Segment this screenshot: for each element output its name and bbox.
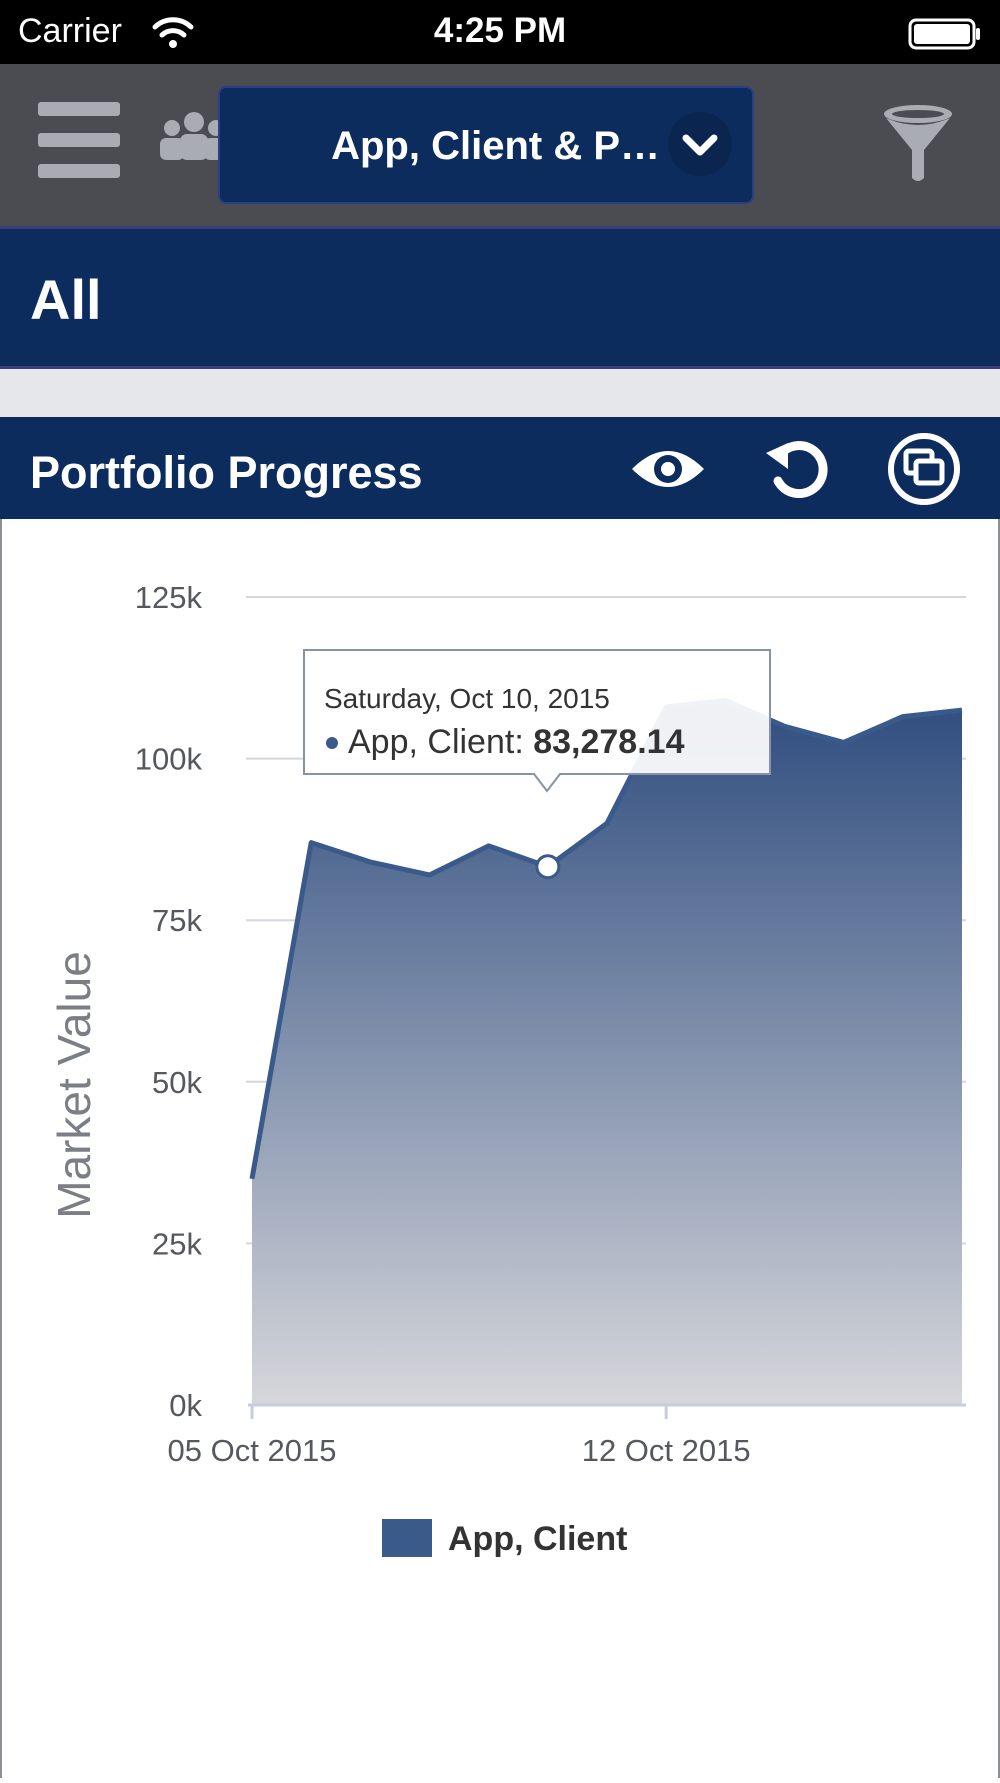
chart-legend[interactable]: App, Client: [382, 1519, 627, 1558]
x-tick-label: 12 Oct 2015: [582, 1433, 751, 1468]
legend-swatch: [382, 1519, 432, 1557]
series-line: [249, 697, 963, 1180]
status-bar: Carrier 4:25 PM: [0, 0, 1000, 64]
highlighted-data-point[interactable]: [535, 854, 561, 880]
wifi-icon: [152, 17, 194, 48]
tooltip-value: 83,278.14: [533, 723, 684, 761]
tooltip-date: Saturday, Oct 10, 2015: [324, 683, 610, 714]
data-point[interactable]: [604, 820, 610, 826]
windows-icon[interactable]: [884, 429, 964, 509]
data-point[interactable]: [367, 859, 373, 865]
section-title: All: [30, 268, 102, 331]
data-point[interactable]: [427, 872, 433, 878]
chart-panel: 0k 25k 50k 75k 100k 125k Market Value 05 Oct …: [0, 519, 1000, 1778]
battery-icon: [908, 18, 980, 50]
data-point[interactable]: [959, 707, 965, 713]
refresh-icon[interactable]: [758, 429, 838, 509]
chart-tooltip: Saturday, Oct 10, 2015 App, Client: 83,2…: [303, 649, 771, 793]
tooltip-series-marker: [326, 737, 338, 749]
y-tick-label: 25k: [152, 1226, 202, 1261]
carrier-label: Carrier: [18, 12, 122, 50]
hamburger-menu-icon[interactable]: [38, 102, 120, 178]
x-tick-label: 05 Oct 2015: [168, 1433, 337, 1468]
section-header: All: [0, 229, 1000, 369]
chevron-down-icon: [668, 112, 732, 176]
tooltip-series-label: App, Client:: [348, 723, 533, 761]
data-point[interactable]: [782, 723, 788, 729]
data-point[interactable]: [900, 714, 906, 720]
y-tick-label: 75k: [152, 903, 202, 938]
data-point[interactable]: [308, 840, 314, 846]
panel-title: Portfolio Progress: [30, 447, 423, 498]
section-divider: [0, 369, 1000, 417]
y-tick-label: 0k: [169, 1388, 202, 1423]
eye-icon[interactable]: [628, 429, 708, 509]
data-point[interactable]: [841, 739, 847, 745]
data-point[interactable]: [486, 843, 492, 849]
top-toolbar: App, Client & P…: [0, 64, 1000, 229]
account-selector-dropdown[interactable]: App, Client & P…: [218, 86, 754, 204]
y-tick-label: 125k: [135, 580, 203, 615]
panel-header: Portfolio Progress: [0, 417, 1000, 519]
selector-label: App, Client & P…: [331, 124, 660, 168]
y-tick-label: 100k: [135, 742, 203, 777]
y-tick-label: 50k: [152, 1065, 202, 1100]
portfolio-area-chart[interactable]: 0k 25k 50k 75k 100k 125k Market Value 05 Oct …: [2, 519, 998, 1778]
status-time: 4:25 PM: [433, 11, 567, 50]
funnel-filter-icon[interactable]: [880, 102, 956, 184]
people-icon[interactable]: [156, 106, 236, 166]
data-point[interactable]: [249, 1176, 255, 1182]
series-area-fill: [252, 700, 962, 1405]
y-axis-label: Market Value: [48, 951, 100, 1219]
tooltip-text: App, Client: 83,278.14: [348, 723, 685, 761]
legend-label: App, Client: [448, 1520, 627, 1558]
